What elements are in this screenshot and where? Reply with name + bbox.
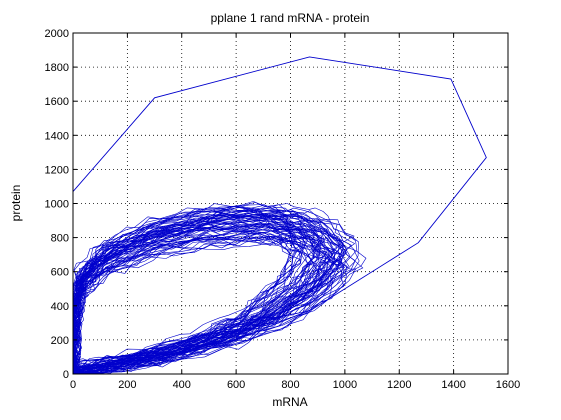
chart-title: pplane 1 rand mRNA - protein <box>211 11 370 25</box>
trajectory-loop <box>73 231 346 374</box>
y-tick-label: 0 <box>63 369 69 381</box>
trajectory-loop <box>73 209 345 374</box>
y-tick-label: 1600 <box>45 96 69 108</box>
trajectory-loop <box>73 235 340 374</box>
axis-ticks: 0 200 400 600 800 1000 1200 1400 1600 0 200 400 600 8… <box>45 28 521 391</box>
trajectory-loop <box>73 202 355 367</box>
x-tick-label: 1400 <box>441 379 465 391</box>
trajectory-loop <box>73 207 297 369</box>
y-axis-label: protein <box>9 185 23 222</box>
x-axis-label: mRNA <box>272 395 307 409</box>
x-tick-label: 1600 <box>496 379 520 391</box>
trajectory-loop <box>73 213 345 374</box>
trajectory-loop <box>73 229 349 374</box>
y-tick-label: 2000 <box>45 28 69 40</box>
y-tick-label: 1400 <box>45 130 69 142</box>
y-tick-label: 600 <box>51 267 69 279</box>
y-tick-label: 200 <box>51 335 69 347</box>
trajectory-loop <box>73 243 334 374</box>
y-tick-label: 1200 <box>45 164 69 176</box>
trajectory-loop <box>73 223 324 374</box>
x-tick-label: 600 <box>227 379 245 391</box>
y-tick-label: 1000 <box>45 199 69 211</box>
x-tick-label: 400 <box>173 379 191 391</box>
trajectory-loop <box>73 230 364 374</box>
y-tick-label: 400 <box>51 301 69 313</box>
x-tick-label: 800 <box>281 379 299 391</box>
data-traces <box>73 56 487 374</box>
x-tick-label: 1000 <box>333 379 357 391</box>
trajectory-loop <box>73 215 334 370</box>
trajectory-loop <box>73 225 367 374</box>
series-line-0 <box>73 56 487 374</box>
x-tick-label: 200 <box>118 379 136 391</box>
x-tick-label: 0 <box>70 379 76 391</box>
y-tick-label: 800 <box>51 233 69 245</box>
y-tick-label: 1800 <box>45 62 69 74</box>
trajectory-loop <box>73 222 291 372</box>
x-tick-label: 1200 <box>387 379 411 391</box>
